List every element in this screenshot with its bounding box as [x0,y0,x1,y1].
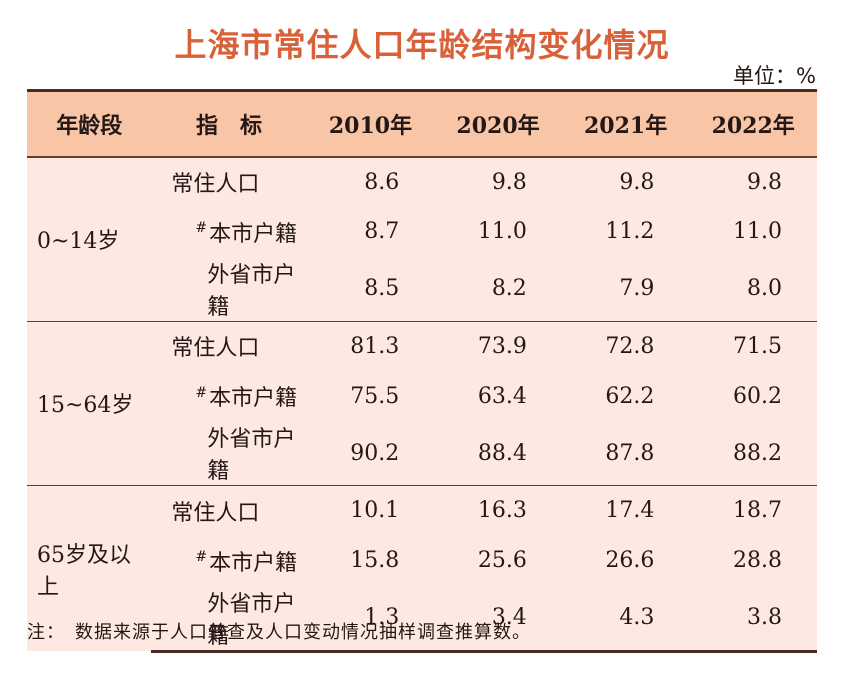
value-cell: 88.2 [733,440,782,466]
value-cell: 8.7 [364,219,400,244]
indicator-label: 外省市户籍 [207,427,296,484]
value-cell: 1.3 [306,585,435,653]
value-cell: 3.8 [689,585,817,653]
indicator-cell: #本市户籍 [151,207,306,257]
indicator-label: 常住人口 [171,500,260,526]
value-cell: 71.5 [689,320,817,371]
value-cell: 60.2 [733,383,782,409]
value-cell: 28.8 [733,548,782,573]
table-row: 65岁及以上 常住人口 10.1 16.3 17.4 18.7 [27,485,817,651]
indicator-cell: #本市户籍 [151,371,306,421]
value-cell: 8.0 [747,276,782,301]
indicator-cell: #本市户籍 [151,536,306,586]
value-cell: 9.8 [491,169,527,195]
indicator-label: 本市户籍 [209,386,298,411]
subset-mark: # [195,549,208,566]
table-header-row: 年龄段 指 标 2010年 2020年 2021年 2022年 [27,90,817,157]
indicator-cell: 常住人口 [151,485,307,536]
value-cell: 62.2 [605,383,655,409]
unit-label: 单位：% [733,64,816,88]
subset-mark: # [195,220,208,237]
table-row: 外省市户籍 1.3 3.4 4.3 3.8 [27,585,817,653]
subset-mark: # [195,384,208,401]
indicator-label: 本市户籍 [209,550,298,576]
value-cell: 8.2 [491,276,527,301]
value-cell: 4.3 [561,585,690,653]
footnote: 注： 数据来源于人口普查及人口变动情况抽样调查推算数。 [27,622,531,643]
table-row: #本市户籍 75.5 63.4 62.2 60.2 [27,371,817,421]
value-cell: 11.0 [477,219,527,244]
age-group-cell: 65岁及以上 [27,485,152,651]
age-group-cell: 0~14岁 [37,229,120,254]
table-row: 外省市户籍 8.5 8.2 7.9 8.0 [27,256,817,322]
value-cell: 81.3 [306,320,435,371]
header-2022: 2022年 [711,112,795,139]
indicator-label-wrap: 外省市户籍 [151,586,306,650]
header-2020: 2020年 [456,112,540,139]
value-cell: 72.8 [561,320,690,371]
header-2021: 2021年 [583,112,668,139]
indicator-cell: 外省市户籍 [151,421,306,486]
indicator-label-wrap: #本市户籍 [151,216,297,248]
header-indicator: 指 标 [196,112,263,139]
indicator-label: 常住人口 [171,336,260,362]
indicator-cell: 常住人口 [151,157,306,207]
indicator-cell: 常住人口 [151,320,307,371]
indicator-label-wrap: 常住人口 [151,330,259,362]
indicator-label-wrap: 常住人口 [151,166,259,198]
indicator-label-wrap: 外省市户籍 [151,257,306,321]
value-cell: 25.6 [477,548,527,573]
indicator-label-wrap: #本市户籍 [151,380,297,412]
value-cell: 87.8 [605,440,655,466]
value-cell: 9.8 [619,169,655,195]
value-cell: 73.9 [434,320,562,371]
age-structure-table: 年龄段 指 标 2010年 2020年 2021年 2022年 0~14岁常住人… [27,89,817,653]
header-2010: 2010年 [328,112,413,139]
value-cell: 15.8 [350,548,400,573]
value-cell: 90.2 [350,440,400,466]
table-row: #本市户籍 8.7 11.0 11.2 11.0 [27,206,817,257]
indicator-label-wrap: 外省市户籍 [151,421,306,485]
value-cell: 8.6 [364,169,400,195]
value-cell: 9.8 [747,169,782,195]
table-row: #本市户籍 15.8 25.6 26.6 28.8 [27,535,817,586]
table-body: 0~14岁 常住人口 8.6 9.8 9.8 9.8 #本市户籍 8.7 11.0 11.2 11.… [27,156,817,653]
indicator-label-wrap: 常住人口 [151,495,259,527]
indicator-label: 本市户籍 [209,221,298,247]
table-row: 0~14岁 常住人口 8.6 9.8 9.8 9.8 [27,156,817,254]
indicator-label: 外省市户籍 [207,591,296,649]
age-group-cell: 15~64岁 [27,320,152,486]
value-cell: 8.5 [364,276,400,301]
indicator-cell: 外省市户籍 [151,585,307,653]
value-cell: 75.5 [350,383,400,409]
indicator-label: 常住人口 [171,172,260,197]
indicator-label-wrap: #本市户籍 [151,545,297,577]
header-age-group: 年龄段 [56,112,123,139]
indicator-cell: 外省市户籍 [151,257,306,322]
value-cell: 18.7 [689,485,817,536]
value-cell: 26.6 [605,548,655,573]
page-title: 上海市常住人口年龄结构变化情况 [174,26,670,64]
value-cell: 10.1 [306,485,435,536]
value-cell: 88.4 [477,440,527,466]
value-cell: 63.4 [477,383,527,409]
value-cell: 11.2 [605,219,655,244]
value-cell: 17.4 [561,485,690,536]
table-row: 外省市户籍 90.2 88.4 87.8 88.2 [27,421,817,486]
value-cell: 16.3 [434,485,562,536]
indicator-label: 外省市户籍 [207,262,296,320]
value-cell: 11.0 [733,219,782,244]
value-cell: 7.9 [619,276,655,301]
table-row: 15~64岁 常住人口 81.3 73.9 72.8 71.5 [27,320,817,486]
value-cell: 3.4 [434,585,562,653]
